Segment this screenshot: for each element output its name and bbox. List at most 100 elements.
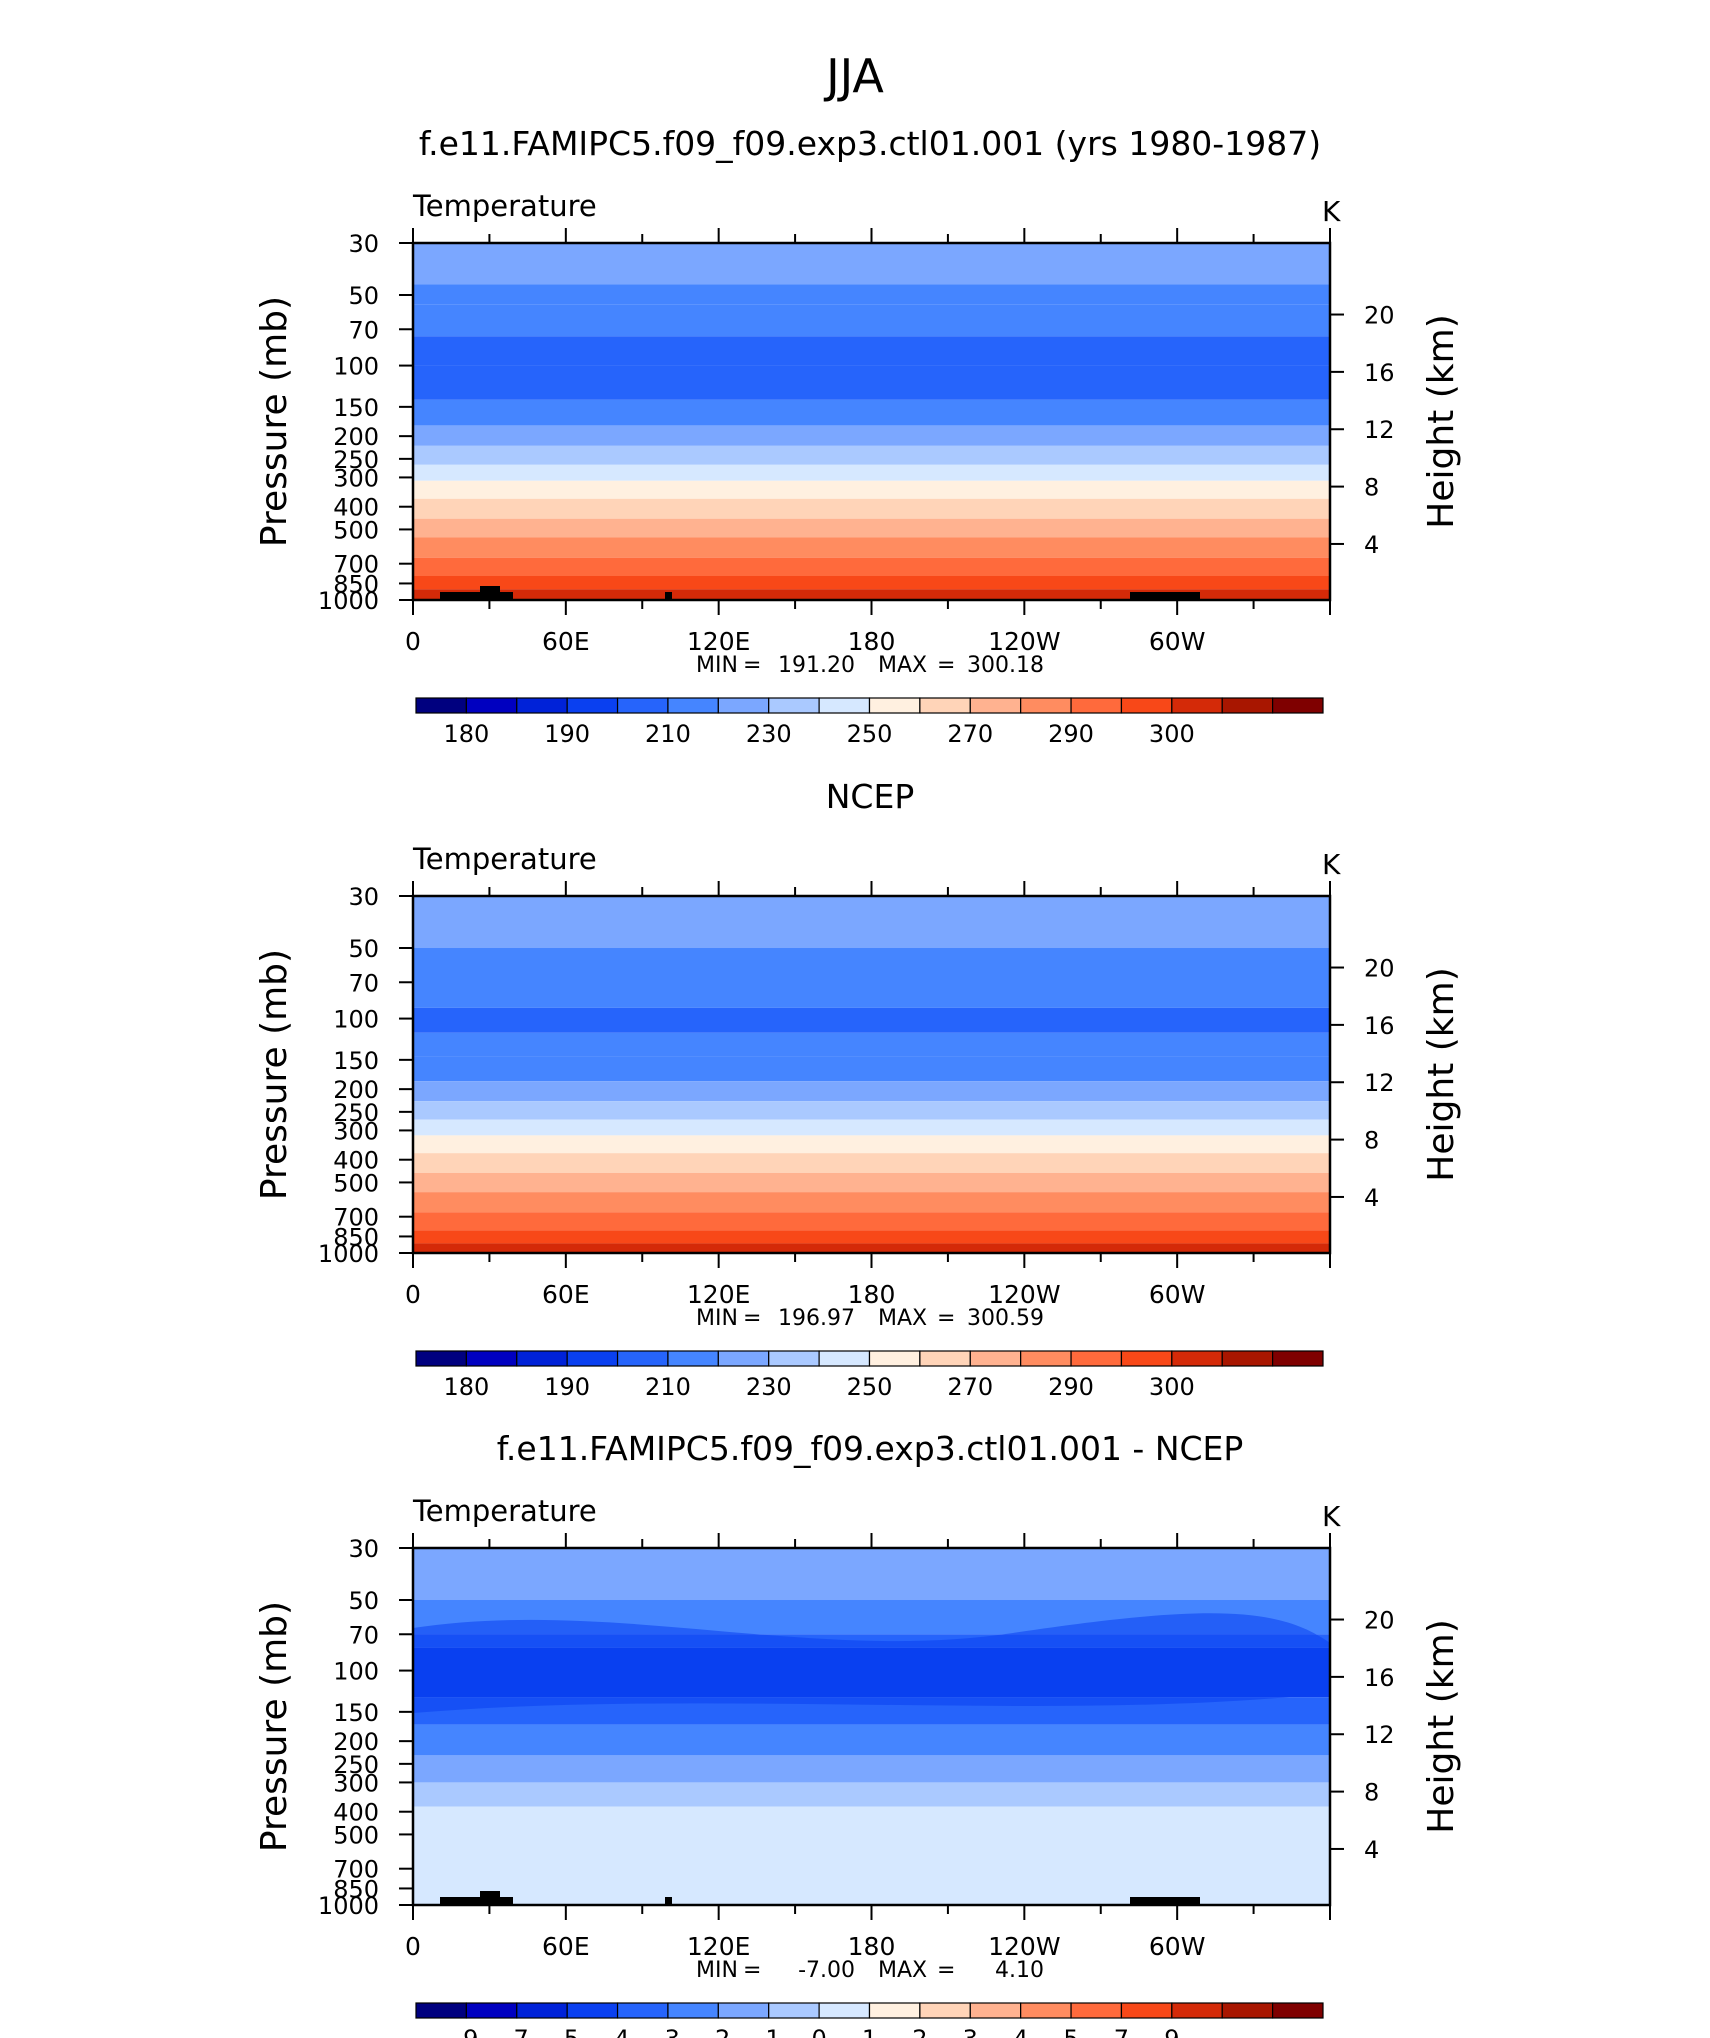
colorbar-label: 300 [1149, 720, 1195, 748]
y-tick-label: 400 [333, 494, 379, 522]
colorbar-swatch [415, 2002, 467, 2019]
contour-band [413, 336, 1330, 366]
y-tick-label: 70 [348, 969, 379, 997]
colorbar-swatch [1120, 2002, 1173, 2019]
y-tick-label: 150 [333, 1047, 379, 1075]
colorbar-label: -9 [454, 2025, 478, 2038]
topography-block [480, 586, 500, 600]
y2-tick-label: 4 [1364, 1836, 1379, 1864]
contour-band [413, 1724, 1330, 1756]
topography-block [500, 1897, 513, 1905]
y-tick-label: 100 [333, 1658, 379, 1686]
panel-1: f.e11.FAMIPC5.f09_f09.exp3.ctl01.001 (yr… [254, 124, 1462, 748]
y-tick-label: 300 [333, 464, 379, 492]
topography-block [440, 592, 500, 600]
variable-label: Temperature [412, 1494, 597, 1528]
colorbar-swatch [566, 2002, 619, 2019]
colorbar-swatch [566, 697, 619, 714]
colorbar-swatch [1020, 697, 1072, 714]
y2-axis-label: Height (km) [1421, 314, 1462, 528]
y2-tick-label: 4 [1364, 1184, 1379, 1212]
min-equals: = [743, 1958, 761, 1983]
x-tick-label: 120E [687, 1280, 751, 1309]
colorbar-swatch [868, 2002, 921, 2019]
units-label: K [1322, 848, 1341, 881]
contour-band [413, 1101, 1330, 1120]
contour-band [413, 1119, 1330, 1136]
colorbar-swatch [1070, 697, 1123, 714]
x-tick-label: 120E [687, 627, 751, 656]
max-value: 300.59 [967, 1306, 1044, 1331]
colorbar-label: 250 [847, 1373, 893, 1401]
colorbar-swatch [1272, 1350, 1324, 1367]
y-tick-label: 250 [333, 446, 379, 474]
colorbar-label: 210 [645, 1373, 691, 1401]
contour-band [413, 498, 1330, 519]
colorbar-label: -3 [656, 2025, 680, 2038]
min-label: MIN [696, 653, 738, 678]
colorbar-swatch [919, 1350, 971, 1367]
max-label: MAX [878, 653, 927, 678]
contour-band [413, 537, 1330, 558]
colorbar-label: 250 [847, 720, 893, 748]
colorbar-label: 230 [746, 1373, 792, 1401]
contour-field [413, 896, 1330, 1253]
colorbar-swatch [717, 2002, 770, 2019]
y-tick-label: 700 [333, 551, 379, 579]
contour-band [413, 948, 1330, 1008]
contour-band [413, 1806, 1330, 1905]
colorbar-swatch [516, 697, 568, 714]
y2-tick-label: 12 [1364, 1069, 1395, 1097]
colorbar-label: 3 [963, 2025, 978, 2038]
contour-band [413, 1548, 1330, 1601]
x-tick-label: 60W [1149, 1932, 1206, 1961]
max-label: MAX [878, 1306, 927, 1331]
y2-tick-label: 16 [1364, 1012, 1395, 1040]
colorbar-swatch [616, 1350, 669, 1367]
colorbar-swatch [1171, 1350, 1223, 1367]
y2-tick-label: 4 [1364, 531, 1379, 559]
colorbar-swatch [919, 697, 971, 714]
colorbar-label: 190 [544, 1373, 590, 1401]
colorbar-swatch [768, 1350, 820, 1367]
colorbar-swatch [1020, 1350, 1072, 1367]
colorbar-swatch [717, 1350, 770, 1367]
topography-block [665, 592, 672, 600]
min-equals: = [743, 1306, 761, 1331]
y-tick-label: 500 [333, 1169, 379, 1197]
contour-band [413, 896, 1330, 949]
colorbar-label: 0 [811, 2025, 826, 2038]
colorbar-swatch [768, 697, 820, 714]
x-tick-label: 60W [1149, 627, 1206, 656]
contour-band [413, 1032, 1330, 1057]
y-tick-label: 500 [333, 516, 379, 544]
colorbar-label: 300 [1149, 1373, 1195, 1401]
y-tick-label: 100 [333, 353, 379, 381]
contour-band [413, 445, 1330, 465]
y-tick-label: 850 [333, 570, 379, 598]
contour-band [413, 1172, 1330, 1193]
contour-band [413, 480, 1330, 499]
y2-tick-label: 16 [1364, 359, 1395, 387]
y-tick-label: 150 [333, 1699, 379, 1727]
colorbar-label: 270 [947, 1373, 993, 1401]
y-tick-label: 250 [333, 1751, 379, 1779]
max-equals: = [937, 653, 955, 678]
colorbar-label: 180 [443, 1373, 489, 1401]
y-tick-label: 700 [333, 1856, 379, 1884]
x-tick-label: 0 [405, 627, 421, 656]
y2-tick-label: 8 [1364, 1127, 1379, 1155]
colorbar-swatch [616, 697, 669, 714]
x-tick-label: 180 [848, 627, 896, 656]
contour-field [413, 1548, 1330, 1905]
colorbar-swatch [1272, 697, 1324, 714]
contour-band [413, 1153, 1330, 1173]
contour-band [413, 425, 1330, 446]
colorbar-swatch [1272, 2002, 1324, 2019]
variable-label: Temperature [412, 189, 597, 223]
colorbar-swatch [969, 2002, 1022, 2019]
min-value: 191.20 [778, 653, 855, 678]
x-tick-label: 120W [988, 1280, 1060, 1309]
contour-band [413, 589, 1330, 600]
colorbar-swatch [1171, 697, 1223, 714]
